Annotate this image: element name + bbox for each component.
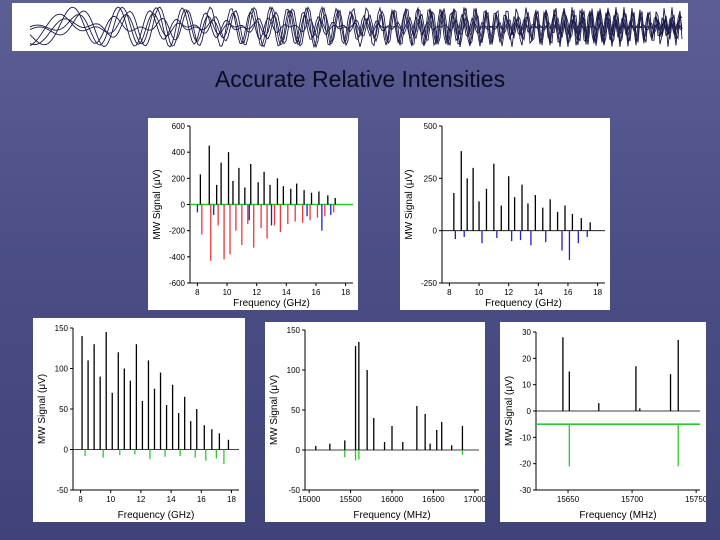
chart-panel-4: 150 100 50 0 -50 15000 15500 16000 16500 17000 Fre… [265,322,485,522]
y-tick-label: 150 [287,326,301,335]
y-tick-label: 200 [172,174,186,183]
y-tick-label: -30 [519,486,531,495]
y-tick-label: 150 [55,324,69,333]
banner-wave-line [29,5,683,48]
x-tick-label: 15000 [298,495,321,504]
x-tick-label: 10 [106,495,115,504]
x-axis-label: Frequency (GHz) [118,510,195,521]
banner-wave-line [29,6,683,48]
y-tick-label: 20 [522,354,531,363]
x-tick-label: 10 [223,288,232,297]
y-tick-label: 0 [527,407,532,416]
x-tick-label: 15500 [339,495,362,504]
x-axis-label: Frequency (MHz) [579,510,656,521]
chart-2: 500 250 0 -250 8 10 12 14 16 18 Frequency (GHz) MW … [404,122,605,309]
x-tick-label: 15650 [557,495,580,504]
x-tick-label: 18 [593,288,602,297]
x-tick-label: 14 [167,495,176,504]
y-tick-label: 400 [172,148,186,157]
x-tick-label: 14 [534,288,543,297]
wave-pattern-icon [29,5,683,49]
x-tick-label: 16 [564,288,573,297]
y-tick-label: 50 [291,406,300,415]
x-tick-label: 12 [504,288,513,297]
x-tick-label: 18 [341,288,350,297]
y-axis-label: MW Signal (μV) [504,376,515,446]
x-tick-label: 16000 [381,495,404,504]
x-tick-label: 18 [227,495,236,504]
y-tick-label: 0 [181,201,186,210]
x-tick-label: 17000 [464,495,485,504]
x-axis-label: Frequency (MHz) [353,510,430,521]
y-tick-label: 250 [424,174,438,183]
y-tick-label: 0 [433,227,438,236]
chart-5: 30 20 10 0 -10 -20 -30 15650 15700 15750 Frequency… [504,328,706,521]
y-axis-label: MW Signal (μV) [37,374,48,444]
x-tick-label: 12 [252,288,261,297]
x-tick-label: 15750 [685,495,706,504]
x-tick-label: 16 [312,288,321,297]
x-tick-label: 10 [475,288,484,297]
x-axis-label: Frequency (GHz) [233,298,310,309]
chart-panel-3: 150 100 50 0 -50 8 10 12 14 16 18 Frequency (GHz) MW… [33,318,245,522]
y-tick-label: 100 [287,366,301,375]
y-tick-label: 100 [55,365,69,374]
y-tick-label: -200 [169,227,186,236]
y-tick-label: -50 [56,486,68,495]
slide-title: Accurate Relative Intensities [214,66,506,92]
y-tick-label: -400 [169,253,186,262]
x-axis-label: Frequency (GHz) [485,298,562,309]
y-tick-label: 50 [59,405,68,414]
x-tick-label: 8 [447,288,452,297]
x-tick-label: 16500 [422,495,445,504]
y-tick-label: 0 [296,446,301,455]
y-tick-label: -600 [169,279,186,288]
y-tick-label: 30 [522,328,531,337]
y-tick-label: 10 [522,381,531,390]
x-tick-label: 12 [136,495,145,504]
y-tick-label: -20 [519,460,531,469]
chart-panel-5: 30 20 10 0 -10 -20 -30 15650 15700 15750 Frequency… [500,322,706,522]
chart-panel-1: 600 400 200 0 -200 -400 -600 8 10 12 14 16 18 Frequen… [148,118,358,310]
chart-3: 150 100 50 0 -50 8 10 12 14 16 18 Frequency (GHz) MW… [37,324,239,521]
y-tick-label: 500 [424,122,438,131]
x-tick-label: 14 [282,288,291,297]
y-tick-label: -50 [288,486,300,495]
y-tick-label: 600 [172,122,186,131]
banner-wave-line [29,6,683,49]
y-axis-label: MW Signal (μV) [269,375,280,445]
y-tick-label: 0 [64,446,69,455]
decorative-banner [12,3,688,51]
chart-panel-2: 500 250 0 -250 8 10 12 14 16 18 Frequency (GHz) MW … [400,118,610,310]
x-tick-label: 8 [78,495,83,504]
x-tick-label: 16 [197,495,206,504]
x-tick-label: 8 [195,288,200,297]
x-tick-label: 15700 [621,495,644,504]
y-axis-label: MW Signal (μV) [404,169,415,239]
y-axis-label: MW Signal (μV) [152,169,163,239]
y-tick-label: -10 [519,433,531,442]
chart-1: 600 400 200 0 -200 -400 -600 8 10 12 14 16 18 Frequen… [152,122,353,309]
y-tick-label: -250 [421,279,438,288]
